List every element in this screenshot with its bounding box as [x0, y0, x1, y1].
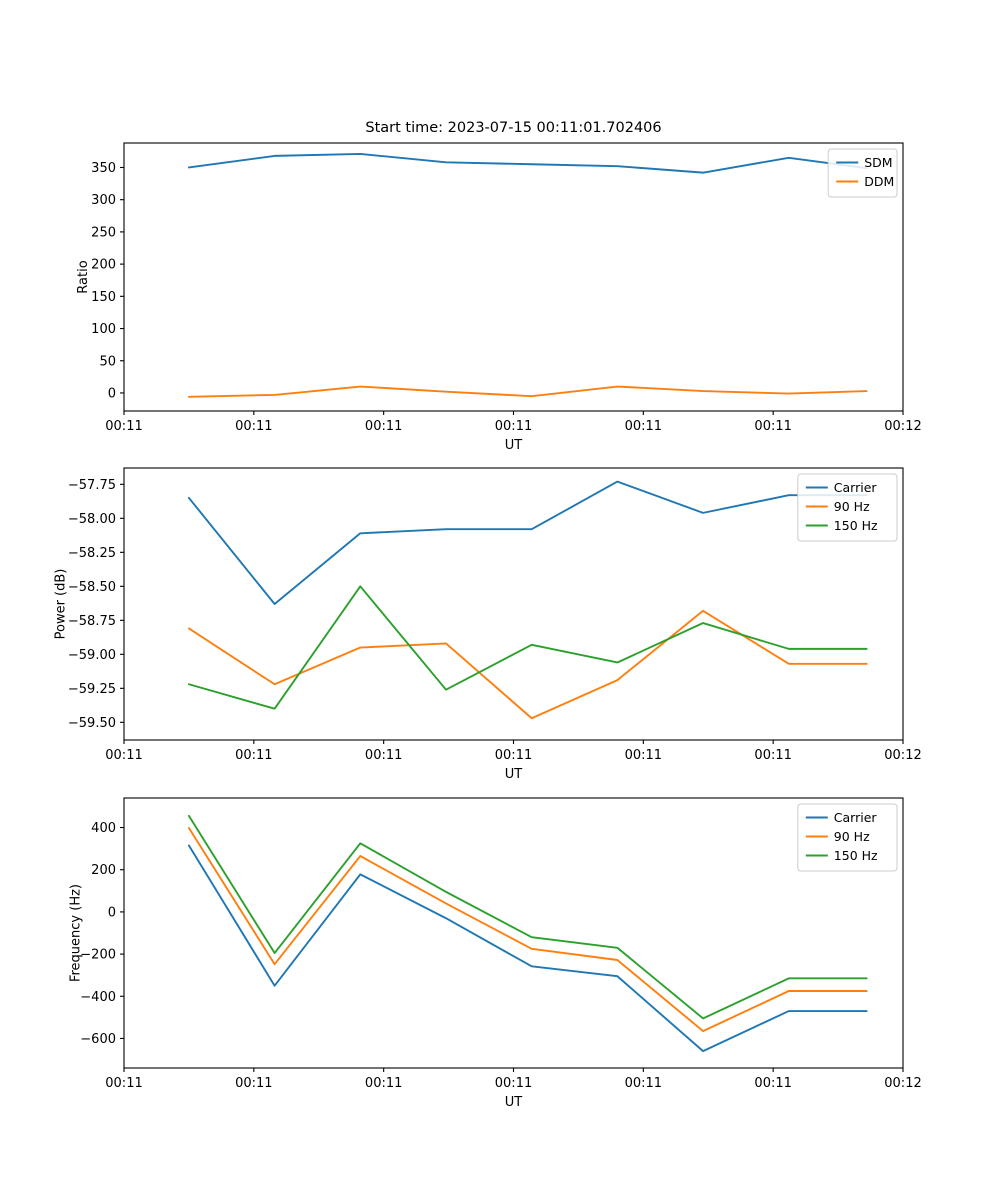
series-line-ddm	[187, 385, 868, 398]
x-tick-label: 00:12	[884, 748, 921, 763]
y-tick-label: −58.25	[68, 546, 116, 561]
x-tick-label: 00:11	[495, 748, 532, 763]
legend[interactable]: SDM DDM	[827, 148, 898, 198]
y-tick-label: 200	[91, 863, 116, 878]
x-tick-label: 00:11	[235, 419, 272, 434]
y-axis-label: Ratio	[76, 260, 91, 293]
y-tick-label: −200	[80, 948, 116, 963]
x-tick-label: 00:11	[754, 419, 791, 434]
y-tick-label: 200	[91, 258, 116, 273]
legend-frame	[827, 148, 898, 198]
legend[interactable]: Carrier 90 Hz 150 Hz	[797, 803, 898, 872]
series-line-sdm	[187, 153, 868, 174]
legend-label-90-hz: 90 Hz	[834, 499, 870, 514]
y-tick-label: 350	[91, 161, 116, 176]
plot-lines	[187, 153, 868, 398]
x-tick-label: 00:11	[365, 1076, 402, 1091]
legend-label-90-hz: 90 Hz	[834, 829, 870, 844]
series-line-150-hz	[187, 585, 868, 710]
legend-frame	[797, 473, 898, 542]
legend-frame	[797, 803, 898, 872]
x-axis-label: UT	[505, 1095, 523, 1110]
x-tick-label: 00:11	[625, 419, 662, 434]
y-tick-label: 50	[99, 354, 116, 369]
x-axis-label: UT	[505, 438, 523, 453]
x-tick-label: 00:11	[235, 1076, 272, 1091]
x-tick-label: 00:11	[754, 1076, 791, 1091]
y-axis: 0 50 100 150 200 250 300 350 Ratio	[76, 161, 124, 401]
series-line-carrier	[187, 844, 868, 1053]
x-axis: 00:11 00:11 00:11 00:11 00:11 00:11 00:12 UT	[105, 411, 922, 453]
y-tick-label: −58.75	[68, 614, 116, 629]
plot-lines	[187, 814, 868, 1053]
legend-label-carrier: Carrier	[834, 480, 878, 495]
x-tick-label: 00:11	[625, 1076, 662, 1091]
legend[interactable]: Carrier 90 Hz 150 Hz	[797, 473, 898, 542]
y-axis: −57.75 −58.00 −58.25 −58.50 −58.75 −59.00 −59.…	[53, 478, 124, 731]
y-axis-label: Power (dB)	[53, 569, 68, 640]
y-tick-label: −58.50	[68, 580, 116, 595]
series-line-150-hz	[187, 814, 868, 1020]
series-line-90-hz	[187, 827, 868, 1033]
y-tick-label: −400	[80, 990, 116, 1005]
y-tick-label: 0	[108, 905, 116, 920]
x-tick-label: 00:11	[625, 748, 662, 763]
y-axis-label: Frequency (Hz)	[69, 884, 84, 982]
y-axis: 400 200 0 −200 −400 −600 Frequency (Hz)	[69, 821, 124, 1047]
y-tick-label: 100	[91, 322, 116, 337]
x-tick-label: 00:12	[884, 419, 921, 434]
y-tick-label: 250	[91, 225, 116, 240]
series-line-90-hz	[187, 609, 868, 720]
x-tick-label: 00:11	[495, 419, 532, 434]
x-tick-label: 00:11	[105, 1076, 142, 1091]
y-tick-label: 300	[91, 193, 116, 208]
x-tick-label: 00:11	[105, 419, 142, 434]
x-tick-label: 00:11	[365, 748, 402, 763]
y-tick-label: 400	[91, 821, 116, 836]
y-tick-label: −58.00	[68, 512, 116, 527]
y-tick-label: −59.25	[68, 682, 116, 697]
subplot-2: 00:11 00:11 00:11 00:11 00:11 00:11 00:12 UT −57…	[53, 467, 922, 782]
legend-label-150-hz: 150 Hz	[834, 848, 878, 863]
x-tick-label: 00:11	[105, 748, 142, 763]
series-line-carrier	[187, 480, 868, 605]
y-tick-label: −59.50	[68, 716, 116, 731]
x-tick-label: 00:11	[495, 1076, 532, 1091]
legend-label-ddm: DDM	[864, 174, 894, 189]
legend-label-150-hz: 150 Hz	[834, 518, 878, 533]
x-axis: 00:11 00:11 00:11 00:11 00:11 00:11 00:12 UT	[105, 740, 922, 782]
x-axis-label: UT	[505, 767, 523, 782]
x-tick-label: 00:11	[754, 748, 791, 763]
y-tick-label: 0	[108, 386, 116, 401]
y-tick-label: 150	[91, 290, 116, 305]
x-tick-label: 00:11	[235, 748, 272, 763]
plot-lines	[187, 480, 868, 720]
y-tick-label: −59.00	[68, 648, 116, 663]
x-axis: 00:11 00:11 00:11 00:11 00:11 00:11 00:12 UT	[105, 1068, 922, 1110]
subplot-1: 00:11 00:11 00:11 00:11 00:11 00:11 00:12 UT 0 50…	[76, 120, 922, 453]
y-tick-label: −600	[80, 1032, 116, 1047]
legend-label-carrier: Carrier	[834, 810, 878, 825]
chart-title: Start time: 2023-07-15 00:11:01.702406	[365, 120, 661, 136]
x-tick-label: 00:11	[365, 419, 402, 434]
x-tick-label: 00:12	[884, 1076, 921, 1091]
y-tick-label: −57.75	[68, 478, 116, 493]
subplot-3: 00:11 00:11 00:11 00:11 00:11 00:11 00:12 UT 400…	[69, 797, 922, 1110]
legend-label-sdm: SDM	[864, 155, 892, 170]
